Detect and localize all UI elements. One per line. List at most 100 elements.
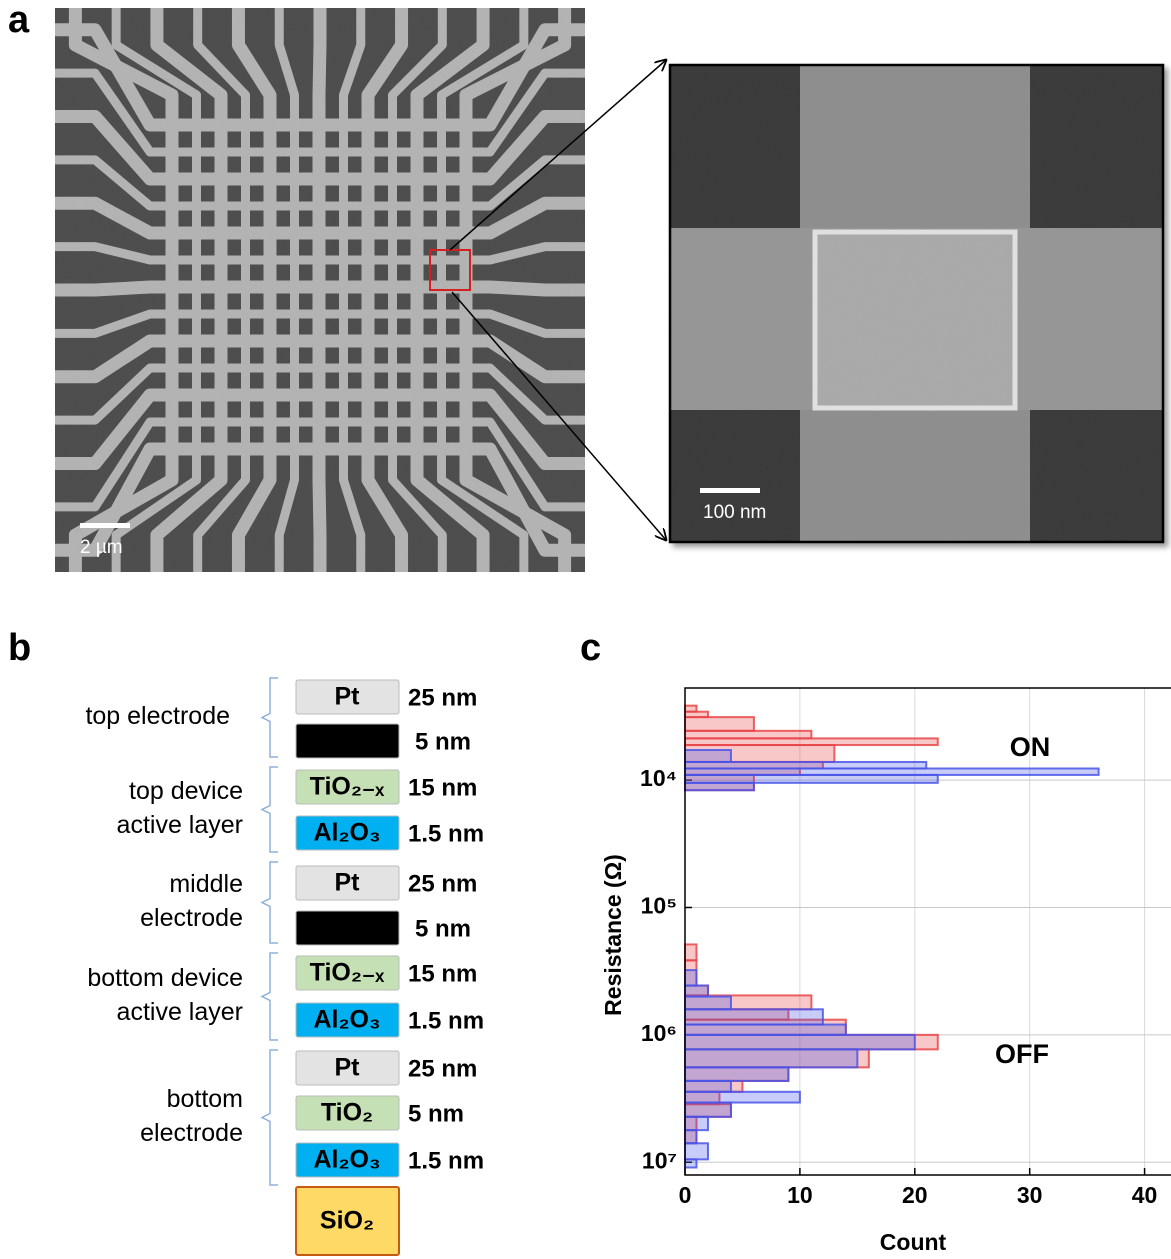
y-tick-label: 10⁷ [642, 1147, 677, 1173]
layer-thickness: 25 nm [408, 1055, 477, 1082]
histogram-chart: 0 10 20 30 40 10⁴ 10⁵ 10⁶ 10⁷ ON OFF Count Resistanc… [600, 687, 1171, 1255]
histogram-bar [684, 1101, 732, 1118]
histogram-bar [684, 729, 813, 740]
group-label: top electrode [85, 702, 230, 730]
layer-box [295, 955, 400, 991]
layer-box [295, 910, 400, 946]
layer-box [295, 815, 400, 851]
brace [260, 677, 278, 758]
brace [260, 1049, 278, 1186]
scale-bar [80, 523, 130, 528]
layer-thickness: 25 nm [408, 684, 477, 711]
annotation: OFF [995, 1039, 1049, 1069]
electrode-line [55, 280, 585, 297]
layer-box [295, 1050, 400, 1086]
x-tick-label: 40 [1132, 1182, 1158, 1208]
histogram-bar [684, 1115, 709, 1132]
layer-name: TiN [327, 727, 367, 755]
layer-name: TiO₂ [321, 1099, 373, 1127]
group-label: electrode [140, 904, 243, 932]
layer-name: Pt [335, 683, 361, 711]
layer-thickness: 1.5 nm [408, 820, 484, 847]
electrode-line [388, 8, 447, 572]
axis-frame [684, 687, 1171, 1176]
layer-box [295, 679, 400, 715]
layer-thickness: 1.5 nm [408, 1147, 484, 1174]
layer-thickness: 5 nm [415, 728, 471, 755]
layer-thickness: 1.5 nm [408, 1007, 484, 1034]
histogram-bar [684, 716, 755, 732]
scale-bar [700, 488, 760, 493]
panel-label: c [580, 627, 601, 669]
layer-stack: top electrode top device active layer middl… [85, 677, 484, 1256]
layer-thickness: 15 nm [408, 774, 477, 801]
brace [260, 766, 278, 853]
group-label: active layer [117, 811, 243, 839]
histogram-bar [684, 969, 698, 987]
histogram-bar [684, 1090, 801, 1104]
sem-zoom [668, 63, 1165, 544]
histogram-bar [684, 1023, 847, 1036]
panel-label: a [8, 0, 30, 41]
layer-name: Pt [335, 1054, 361, 1082]
layer-box [295, 1142, 400, 1178]
x-tick-label: 30 [1017, 1182, 1043, 1208]
layer-name: Pt [335, 869, 361, 897]
electrode-line [55, 417, 585, 512]
layer-name: SiO₂ [320, 1207, 374, 1235]
histogram-bar [684, 995, 732, 1011]
histogram-bar [684, 1142, 709, 1161]
layer-name: TiN [327, 914, 367, 942]
layer-thickness: 15 nm [408, 960, 477, 987]
histogram-bar [684, 773, 939, 784]
histogram-bar [684, 984, 709, 998]
y-tick-label: 10⁶ [641, 1020, 677, 1046]
group-label: active layer [117, 998, 243, 1026]
layer-box [295, 723, 400, 759]
electrode-line [55, 388, 585, 471]
histogram-bar [684, 1129, 698, 1145]
histogram-bar [684, 1008, 824, 1026]
sem-image [55, 8, 585, 572]
electrode-line [55, 309, 585, 338]
electrode-line [55, 442, 585, 557]
histogram-bar [684, 749, 732, 763]
brace [260, 861, 278, 944]
histogram-bar [684, 1033, 916, 1051]
layer-box [295, 1095, 400, 1131]
scale-bar-label: 2 µm [80, 537, 123, 558]
histogram-bar [684, 781, 755, 792]
layer-box [295, 1002, 400, 1038]
electrode-line [361, 8, 409, 572]
layer-name: Al₂O₃ [313, 1006, 380, 1034]
layer-thickness: 25 nm [408, 870, 477, 897]
histogram-bar [684, 1066, 790, 1082]
layer-name: TiO₂₋ₓ [310, 959, 386, 987]
histogram-bar [684, 943, 698, 962]
y-tick-label: 10⁴ [640, 765, 677, 791]
layer-thickness: 5 nm [408, 1100, 464, 1127]
y-tick-label: 10⁵ [641, 893, 677, 919]
brace [260, 952, 278, 1041]
electrode-line [55, 334, 585, 384]
electrode-line [339, 8, 366, 572]
electrode-line [437, 8, 529, 572]
group-label: top device [129, 777, 243, 805]
scale-bar-label: 100 nm [703, 502, 766, 523]
histogram-bar [684, 1048, 859, 1069]
panel-label: b [8, 627, 31, 669]
layer-box [295, 865, 400, 901]
group-label: electrode [140, 1119, 243, 1147]
layer-box [295, 769, 400, 805]
x-tick-label: 0 [679, 1182, 692, 1208]
layer-box [295, 1186, 400, 1256]
electrode-line [55, 363, 585, 425]
layer-name: Al₂O₃ [313, 1146, 380, 1174]
y-axis-label: Resistance (Ω) [600, 854, 626, 1016]
electrode-line [410, 8, 490, 572]
layer-thickness: 5 nm [415, 915, 471, 942]
zoom-arrow [449, 60, 666, 251]
layer-name: TiO₂₋ₓ [310, 773, 386, 801]
group-label: bottom [167, 1085, 243, 1113]
